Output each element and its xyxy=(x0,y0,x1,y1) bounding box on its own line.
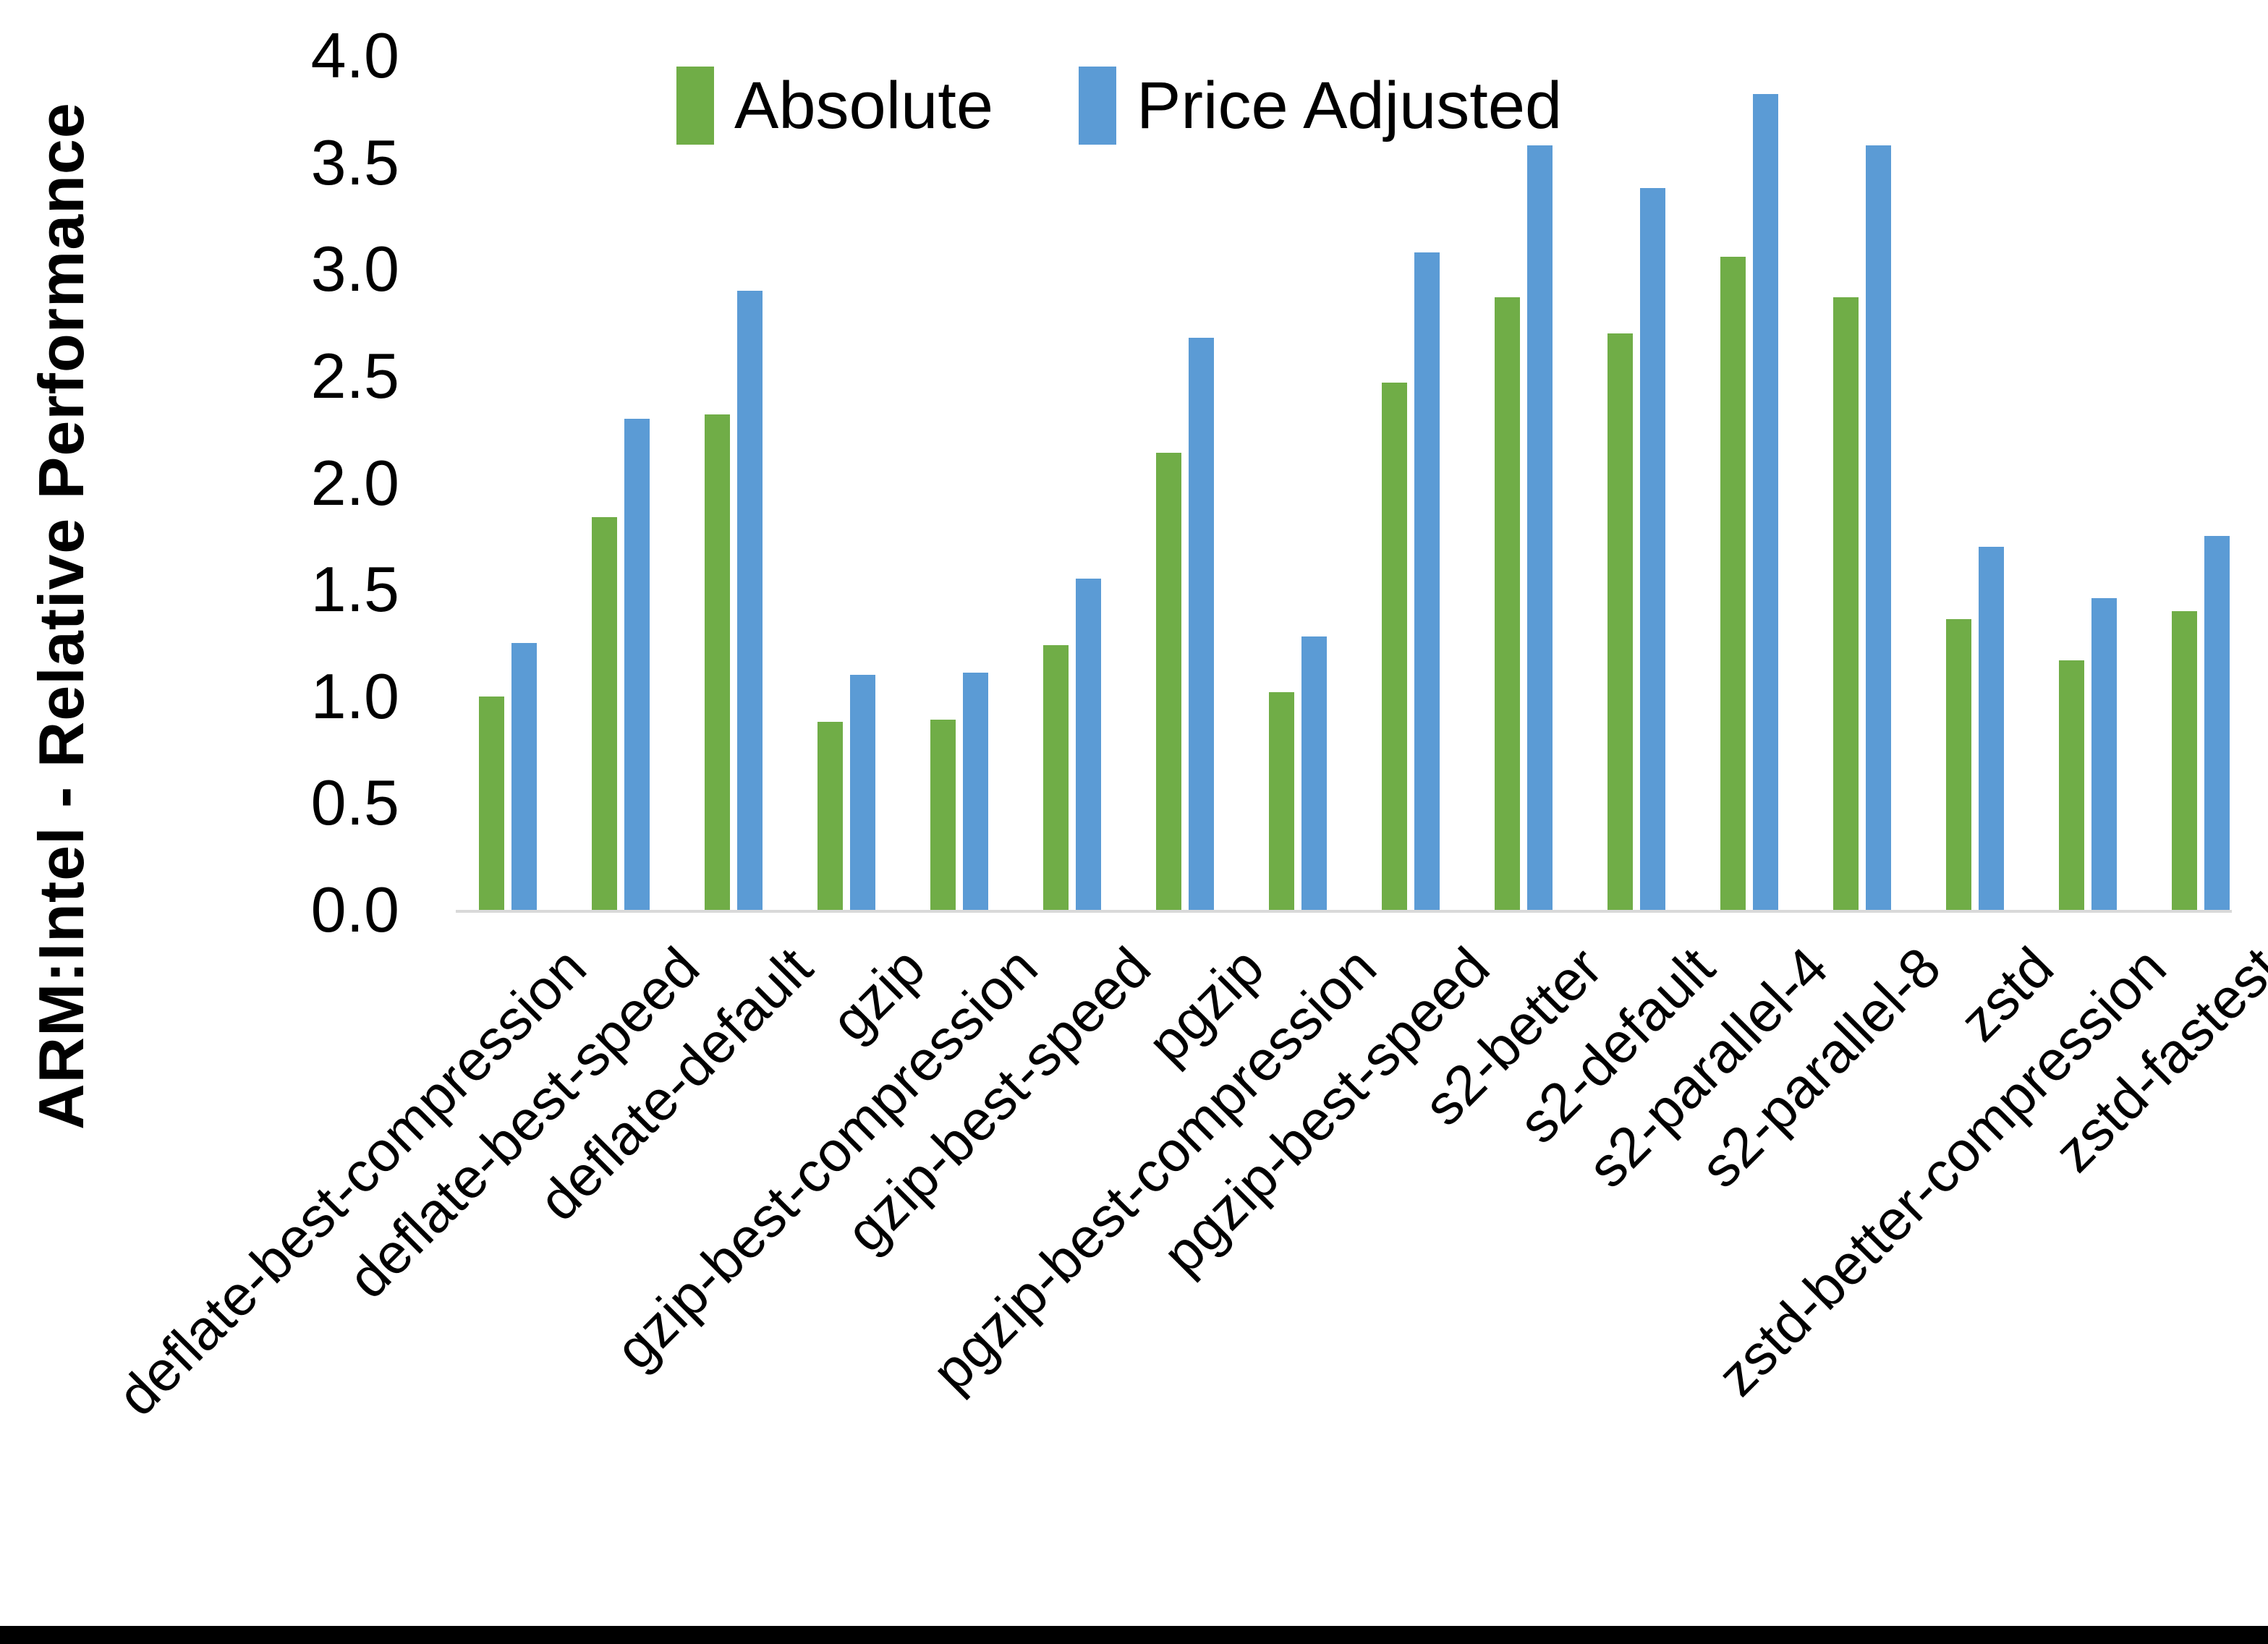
legend-item-absolute: Absolute xyxy=(676,67,993,145)
legend-label-price-adjusted: Price Adjusted xyxy=(1137,68,1563,142)
bar-absolute xyxy=(1043,645,1069,910)
bar-absolute xyxy=(1720,257,1746,910)
y-tick-label: 1.0 xyxy=(310,660,399,732)
bar-price-adjusted xyxy=(2091,598,2117,910)
y-axis-title: ARM:Intel - Relative Performance xyxy=(25,102,97,1130)
bar-price-adjusted xyxy=(1866,145,1891,910)
bar-price-adjusted xyxy=(1301,636,1327,910)
bar-absolute xyxy=(592,517,617,910)
bar-price-adjusted xyxy=(1640,188,1665,910)
bar-price-adjusted xyxy=(1979,547,2004,910)
y-tick-label: 3.0 xyxy=(310,233,399,305)
y-tick-label: 0.0 xyxy=(310,874,399,945)
legend: Absolute Price Adjusted xyxy=(676,67,1562,145)
bar-absolute xyxy=(1946,619,1971,910)
y-tick-label: 3.5 xyxy=(310,126,399,198)
legend-label-absolute: Absolute xyxy=(734,68,994,142)
bar-absolute xyxy=(1833,297,1859,910)
bar-absolute xyxy=(2059,660,2084,910)
y-tick-label: 1.5 xyxy=(310,553,399,626)
y-tick-label: 4.0 xyxy=(310,20,399,91)
legend-swatch-absolute xyxy=(676,67,714,145)
bar-absolute xyxy=(1269,692,1294,910)
y-tick-label: 2.0 xyxy=(310,446,399,519)
bar-price-adjusted xyxy=(1076,579,1101,910)
bar-price-adjusted xyxy=(511,643,537,910)
bar-price-adjusted xyxy=(624,419,650,910)
legend-item-price-adjusted: Price Adjusted xyxy=(1079,67,1562,145)
bar-absolute xyxy=(479,697,504,910)
x-axis-line xyxy=(456,910,2232,913)
y-tick-label: 2.5 xyxy=(310,339,399,412)
bar-absolute xyxy=(817,722,843,910)
bar-price-adjusted xyxy=(2204,536,2230,910)
bar-absolute xyxy=(705,414,730,910)
bar-price-adjusted xyxy=(1189,338,1214,910)
bar-price-adjusted xyxy=(1527,145,1553,910)
bar-price-adjusted xyxy=(963,673,988,910)
bar-absolute xyxy=(2172,611,2197,910)
bar-absolute xyxy=(1382,383,1407,910)
bar-absolute xyxy=(1607,333,1633,910)
bar-absolute xyxy=(930,720,956,910)
bar-price-adjusted xyxy=(1414,252,1440,910)
bar-price-adjusted xyxy=(1753,94,1778,910)
bottom-border xyxy=(0,1626,2268,1644)
bar-price-adjusted xyxy=(737,291,763,910)
bar-price-adjusted xyxy=(850,675,875,910)
bar-absolute xyxy=(1495,297,1520,910)
x-category-label: deflate-best-compression xyxy=(105,934,598,1428)
legend-swatch-price-adjusted xyxy=(1079,67,1117,145)
bar-absolute xyxy=(1156,453,1181,910)
y-tick-label: 0.5 xyxy=(310,767,399,839)
